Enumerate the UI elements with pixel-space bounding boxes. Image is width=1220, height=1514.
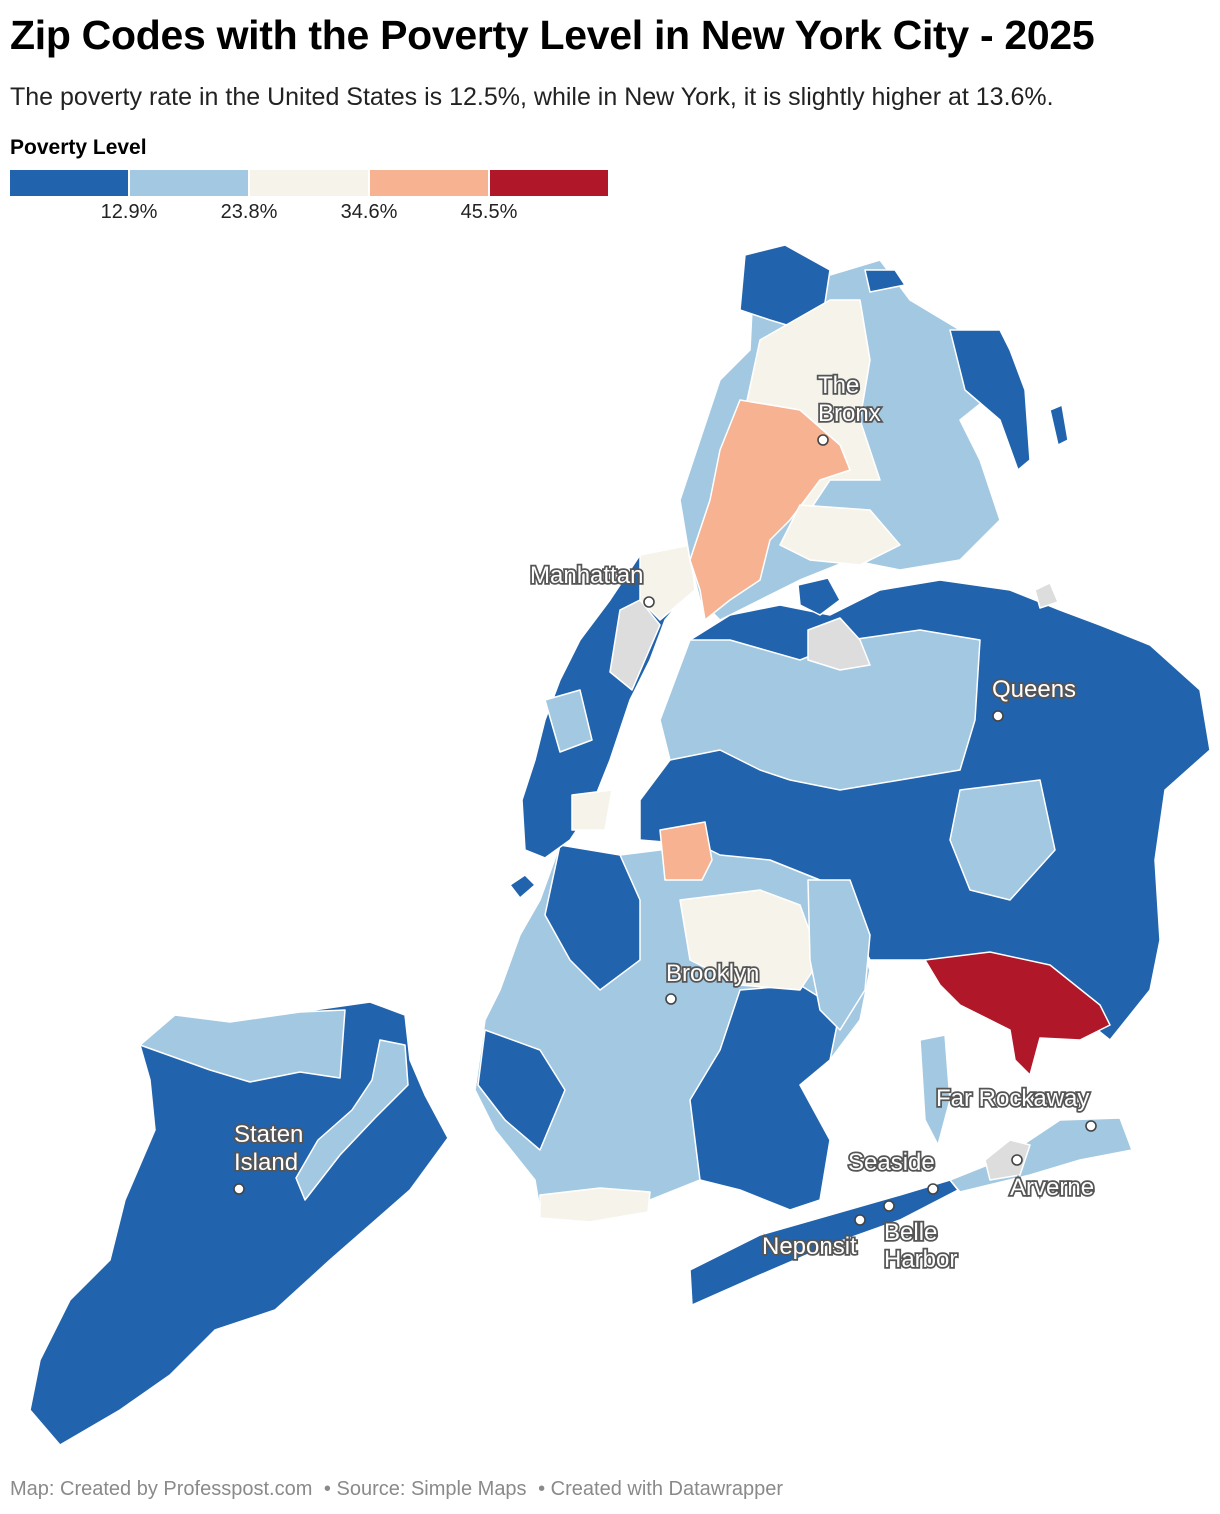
bronx-northeast-zip [864,269,906,293]
brooklyn-northwest-zips [544,844,641,991]
bronx-label-line1: The [818,372,859,399]
footer-credits: Map: Created by Professpost.com • Source… [10,1478,789,1501]
queens-label: Queens [992,676,1076,703]
nyc-zip-poverty-map: The Bronx Manhattan Queens Brooklyn Stat… [29,244,1211,1446]
manhattan-harlem-zips [639,544,696,621]
neponsit-label: Neponsit [762,1233,857,1260]
staten-island-shape [29,1001,449,1446]
belle-harbor-label-line2: Harbor [884,1246,957,1273]
legend-swatch-3 [250,170,368,196]
legend-tick-1: 12.9% [100,201,158,223]
bronx-south-poverty-zips [689,399,851,621]
legend-swatch-5 [490,170,608,196]
queens-east-nodata-zip [1034,582,1059,609]
manhattan-central-park [609,599,661,691]
far-rockaway-label: Far Rockaway [936,1085,1089,1112]
neponsit-marker [854,1214,866,1226]
legend-swatch-1 [10,170,128,196]
chart-subtitle: The poverty rate in the United States is… [10,83,1054,111]
staten-island-marker [233,1183,245,1195]
legend-title: Poverty Level [10,136,147,159]
manhattan-marker [643,596,655,608]
footer-tool-credit: • Created with Datawrapper [538,1478,784,1500]
queens-southcentral-zips [949,779,1056,901]
legend-color-scale [10,170,610,196]
manhattan-label: Manhattan [530,562,643,589]
borough-base-layer [29,244,1211,1446]
queens-south-ozone-zips [807,879,871,1031]
brooklyn-marker [665,993,677,1005]
staten-island-label-line2: Island [234,1149,298,1176]
brooklyn-south-beach-zip [539,1187,651,1223]
brooklyn-central-zips [679,889,821,991]
rikers-island [797,577,841,616]
arverne-nodata-zip [984,1139,1031,1181]
footer-source: • Source: Simple Maps [323,1478,527,1500]
legend-tick-3: 34.6% [340,201,398,223]
bronx-label-line2: Bronx [818,400,881,427]
belle-harbor-marker [883,1200,895,1212]
arverne-label: Arverne [1010,1174,1094,1201]
legend-swatch-4 [370,170,488,196]
brooklyn-southwest-zips [477,1029,566,1151]
manhattan-lower-east-zip [571,789,613,831]
pelham-bay-zip [949,329,1031,471]
staten-east-shore-zips [295,1039,409,1201]
legend-swatch-2 [130,170,248,196]
seaside-label: Seaside [848,1149,935,1176]
manhattan-midtown-zips [544,689,593,753]
queens-lic-zip [659,821,713,881]
far-rockaway-marker [1085,1120,1097,1132]
bronx-southeast-zip [779,504,901,566]
arverne-marker [1011,1154,1023,1166]
brooklyn-label: Brooklyn [666,960,759,987]
bronx-marker [817,434,829,446]
place-labels: The Bronx Manhattan Queens Brooklyn Stat… [232,370,1097,1275]
city-island-zip [1049,404,1069,446]
seaside-marker [927,1183,939,1195]
staten-island-label-line1: Staten [234,1121,303,1148]
governors-island [509,874,536,899]
legend-tick-2: 23.8% [220,201,278,223]
chart-title: Zip Codes with the Poverty Level in New … [10,12,1095,58]
queens-marker [992,710,1004,722]
legend-tick-4: 45.5% [460,201,518,223]
laguardia-airport-zip [807,617,871,671]
staten-north-shore-zips [139,1009,346,1083]
broad-channel-zip [919,1034,951,1146]
queens-jamaica-bay-zip [924,951,1111,1076]
footer-map-credit: Map: Created by Professpost.com [10,1478,313,1500]
belle-harbor-label-line1: Belle [884,1219,937,1246]
